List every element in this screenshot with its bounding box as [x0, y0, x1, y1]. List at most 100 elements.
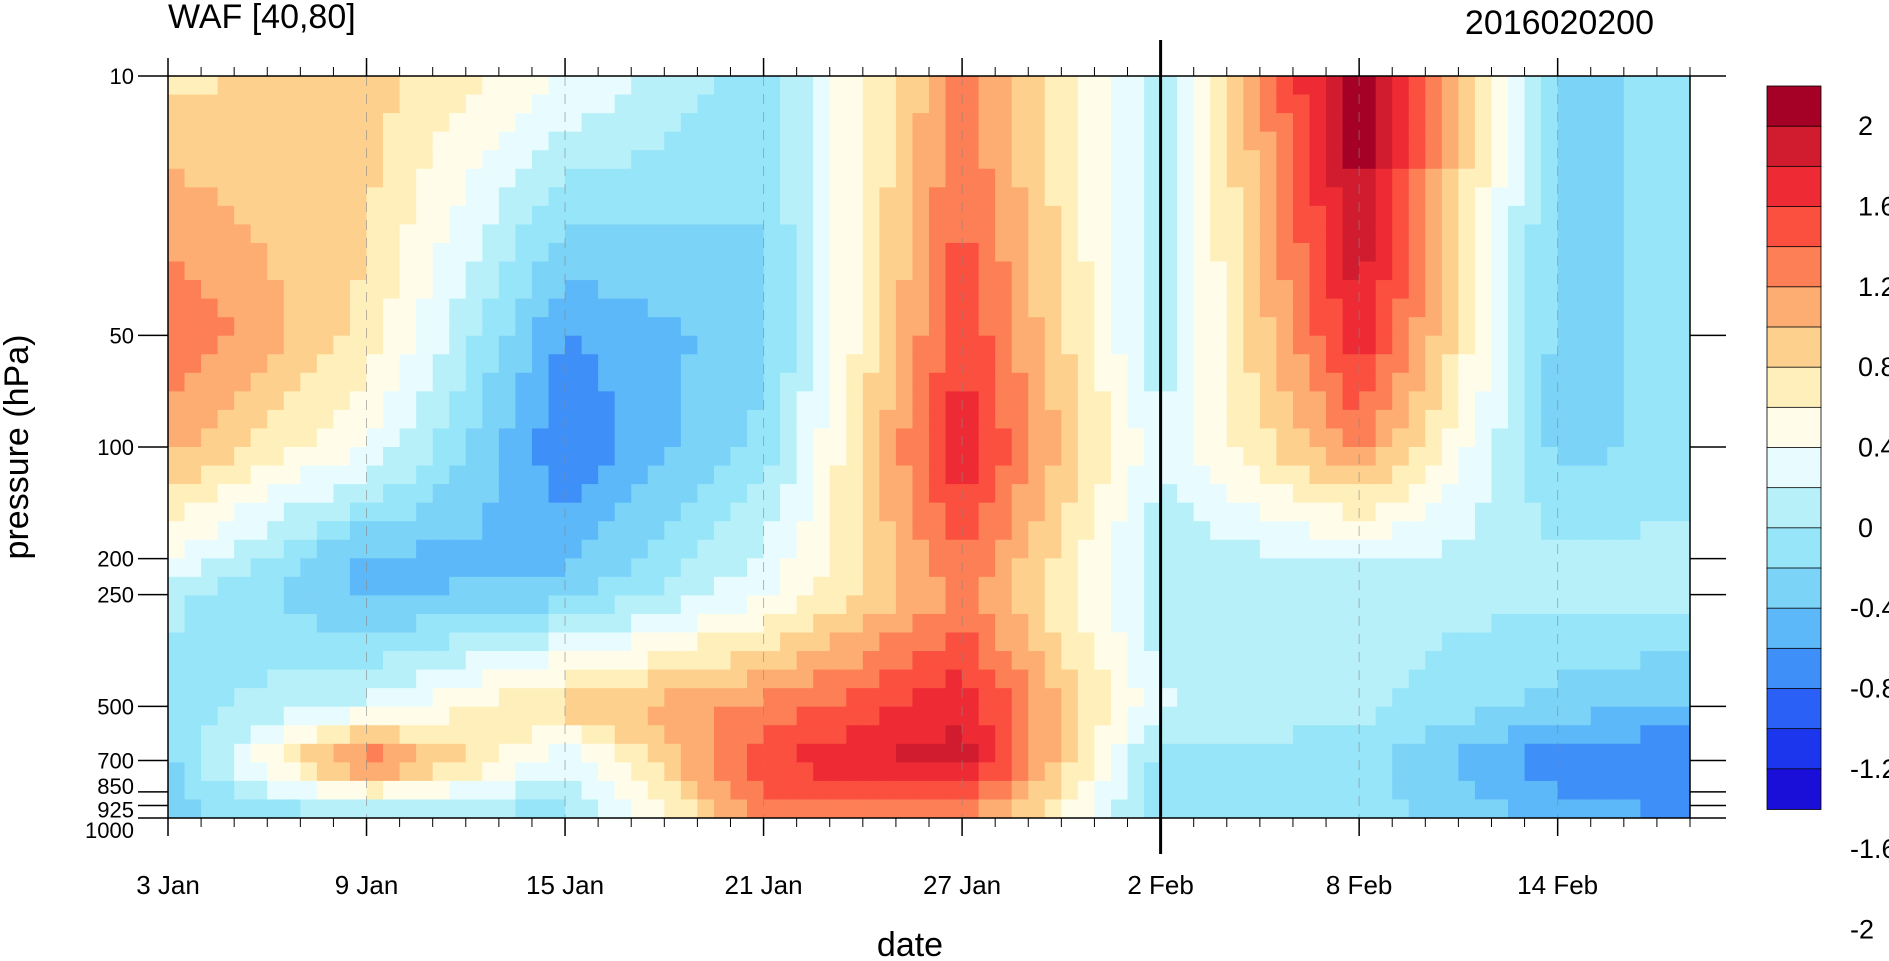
heatmap-cell	[234, 780, 252, 801]
heatmap-cell	[1524, 298, 1542, 318]
heatmap-cell	[631, 354, 649, 374]
heatmap-cell	[399, 391, 417, 411]
heatmap-cell	[234, 502, 252, 522]
heatmap-cell	[1226, 409, 1245, 430]
heatmap-cell	[647, 688, 666, 708]
heatmap-cell	[829, 688, 848, 708]
heatmap-cell	[1441, 298, 1460, 318]
heatmap-cell	[1425, 76, 1443, 96]
heatmap-cell	[349, 613, 368, 634]
heatmap-cell	[1574, 799, 1592, 818]
heatmap-cell	[1474, 539, 1493, 560]
heatmap-cell	[1193, 651, 1212, 671]
heatmap-cell	[697, 521, 715, 541]
heatmap-cell	[1557, 576, 1575, 597]
heatmap-cell	[201, 113, 219, 133]
heatmap-cell	[1044, 298, 1063, 318]
heatmap-cell	[1392, 94, 1410, 114]
heatmap-cell	[631, 280, 649, 300]
heatmap-cell	[1309, 651, 1327, 671]
heatmap-cell	[614, 187, 633, 207]
heatmap-cell	[713, 168, 732, 189]
heatmap-cell	[250, 131, 269, 151]
heatmap-cell	[565, 280, 583, 300]
heatmap-cell	[1408, 409, 1427, 430]
heatmap-cell	[217, 688, 235, 708]
heatmap-cell	[349, 669, 368, 689]
chart-title: WAF [40,80]	[168, 0, 356, 36]
heatmap-cell	[1028, 354, 1046, 374]
heatmap-cell	[217, 743, 235, 764]
heatmap-cell	[1243, 669, 1261, 689]
heatmap-cell	[1077, 428, 1096, 448]
heatmap-cell	[862, 465, 881, 485]
heatmap-cell	[1656, 298, 1675, 318]
heatmap-cell	[1342, 688, 1360, 708]
heatmap-cell	[1326, 799, 1344, 818]
heatmap-cell	[349, 576, 368, 597]
heatmap-cell	[217, 224, 235, 244]
heatmap-cell	[1028, 632, 1046, 652]
heatmap-cell	[1094, 94, 1112, 114]
heatmap-cell	[713, 94, 732, 114]
heatmap-cell	[1110, 651, 1129, 671]
heatmap-cell	[1656, 539, 1675, 560]
heatmap-cell	[383, 447, 401, 467]
heatmap-cell	[498, 409, 517, 430]
heatmap-cell	[1259, 447, 1278, 467]
heatmap-cell	[1574, 187, 1592, 207]
heatmap-cell	[813, 799, 831, 818]
heatmap-cell	[1127, 354, 1145, 374]
heatmap-cell	[1425, 502, 1443, 522]
heatmap-cell	[1425, 669, 1443, 689]
heatmap-cell	[1028, 780, 1046, 801]
heatmap-cell	[1590, 484, 1609, 504]
heatmap-cell	[383, 669, 401, 689]
heatmap-cell	[399, 335, 417, 356]
heatmap-cell	[234, 688, 252, 708]
heatmap-cell	[168, 317, 186, 337]
heatmap-cell	[333, 465, 351, 485]
heatmap-cell	[1673, 372, 1690, 393]
heatmap-cell	[879, 539, 897, 560]
colorbar-swatch	[1766, 447, 1822, 489]
heatmap-cell	[1607, 632, 1625, 652]
heatmap-cell	[1590, 688, 1609, 708]
heatmap-cell	[432, 743, 451, 764]
heatmap-cell	[531, 651, 550, 671]
heatmap-cell	[697, 76, 715, 96]
heatmap-cell	[333, 706, 351, 727]
heatmap-cell	[796, 205, 814, 226]
heatmap-cell	[1524, 335, 1542, 356]
heatmap-cell	[1425, 762, 1443, 782]
heatmap-cell	[515, 372, 533, 393]
heatmap-cell	[962, 725, 980, 745]
heatmap-cell	[168, 706, 186, 727]
heatmap-cell	[680, 502, 699, 522]
heatmap-cell	[1656, 743, 1675, 764]
heatmap-cell	[763, 261, 781, 281]
heatmap-cell	[1524, 76, 1542, 96]
heatmap-cell	[1474, 762, 1493, 782]
heatmap-cell	[1243, 743, 1261, 764]
heatmap-cell	[763, 576, 781, 597]
heatmap-cell	[1044, 706, 1063, 727]
heatmap-cell	[449, 706, 467, 727]
heatmap-cell	[1061, 317, 1079, 337]
heatmap-cell	[1408, 280, 1427, 300]
heatmap-cell	[1557, 539, 1575, 560]
heatmap-cell	[234, 447, 252, 467]
heatmap-cell	[1193, 428, 1212, 448]
heatmap-cell	[168, 651, 186, 671]
x-tick-label: 8 Feb	[1326, 870, 1393, 900]
heatmap-cell	[1491, 354, 1509, 374]
heatmap-cell	[1541, 576, 1559, 597]
heatmap-cell	[1044, 113, 1063, 133]
heatmap-cell	[730, 558, 748, 578]
heatmap-cell	[995, 484, 1013, 504]
heatmap-cell	[250, 539, 269, 560]
heatmap-cell	[184, 762, 202, 782]
heatmap-cell	[1276, 613, 1294, 634]
heatmap-cell	[498, 113, 517, 133]
heatmap-cell	[1028, 725, 1046, 745]
